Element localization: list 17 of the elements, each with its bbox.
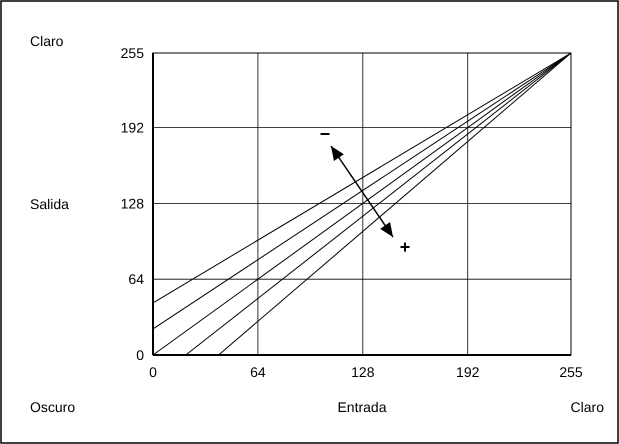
annotation: + — [400, 237, 410, 257]
x-axis-title: Entrada — [337, 399, 387, 415]
x-tick-label: 0 — [149, 364, 158, 380]
x-tick-label: 128 — [351, 364, 375, 380]
x-tick-label: 64 — [250, 364, 266, 380]
y-tick-label: 128 — [120, 195, 144, 212]
text: Claro — [570, 399, 604, 415]
x-tick-label: 192 — [456, 364, 480, 380]
y-tick-label: 255 — [120, 45, 144, 61]
annotation: − — [320, 124, 330, 144]
y-tick-label: 192 — [120, 120, 144, 136]
text: Oscuro — [30, 399, 76, 415]
y-tick-label: 64 — [128, 271, 144, 288]
x-tick-label: 255 — [559, 364, 583, 380]
text: Claro — [30, 33, 64, 49]
y-tick-label: 0 — [136, 347, 144, 363]
y-axis-title: Salida — [30, 196, 70, 212]
